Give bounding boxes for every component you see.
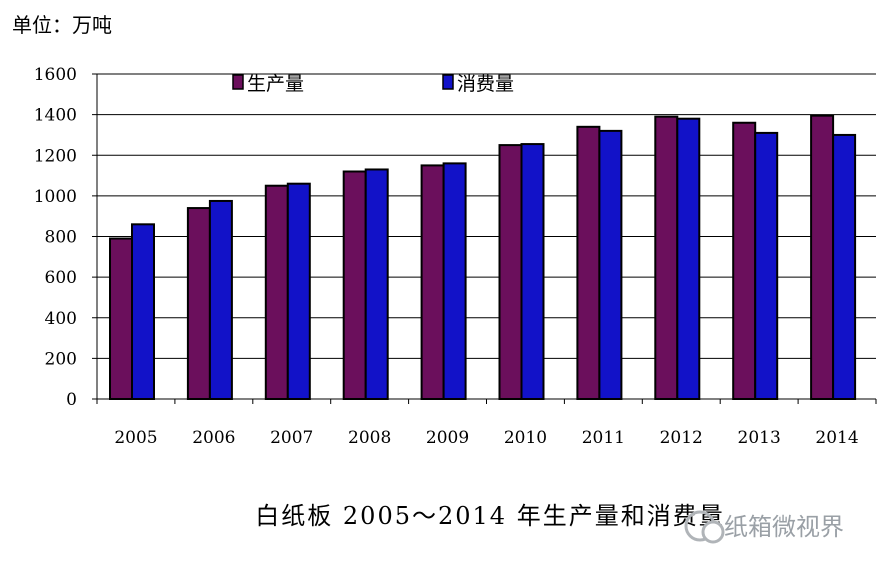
bar-production	[420, 164, 445, 400]
watermark-text: 纸箱微视界	[724, 513, 844, 541]
bar-consumption	[364, 168, 389, 400]
x-tick-label: 2008	[348, 428, 391, 448]
unit-label: 单位：万吨	[12, 13, 112, 37]
bar-production	[732, 121, 757, 400]
bar-production	[498, 144, 523, 400]
bar-production	[186, 207, 211, 400]
bars	[109, 114, 857, 400]
legend: 生产量 消费量	[232, 73, 514, 95]
x-tick-labels: 2005 2006 2007 2008 2009 2010 2011 2012 2013 2014	[114, 428, 858, 448]
y-tick-label: 1200	[34, 146, 77, 166]
legend-swatch-consumption	[442, 74, 454, 90]
x-tick-label: 2005	[114, 428, 157, 448]
axes	[92, 73, 877, 404]
bar-consumption	[598, 129, 623, 400]
bar-consumption	[754, 131, 779, 400]
bar-consumption	[832, 133, 857, 400]
y-tick-label: 1400	[34, 106, 77, 126]
x-tick-label: 2012	[660, 428, 703, 448]
bar-consumption	[442, 162, 467, 400]
y-tick-label: 1000	[34, 187, 77, 207]
x-tick-label: 2014	[815, 428, 858, 448]
y-tick-label: 200	[45, 349, 77, 369]
legend-swatch-production	[232, 74, 244, 90]
y-tick-labels: 0 200 400 600 800 1000 1200 1400 1600	[34, 65, 77, 410]
bar-production	[264, 184, 289, 400]
y-tick-label: 0	[66, 390, 77, 410]
bar-production	[576, 125, 601, 400]
bar-consumption	[131, 223, 155, 400]
legend-label-consumption: 消费量	[457, 73, 514, 95]
x-tick-label: 2006	[192, 428, 235, 448]
bar-consumption	[676, 117, 701, 400]
bar-consumption	[286, 182, 311, 400]
x-tick-label: 2007	[270, 428, 313, 448]
wechat-icon-inner	[701, 520, 725, 544]
bar-production	[654, 115, 679, 400]
x-tick-label: 2010	[504, 428, 547, 448]
x-tick-label: 2013	[738, 428, 781, 448]
bar-production	[109, 237, 133, 400]
y-tick-label: 400	[45, 309, 77, 329]
x-tick-label: 2009	[426, 428, 469, 448]
y-tick-label: 600	[45, 268, 77, 288]
x-tick-label: 2011	[582, 428, 625, 448]
bar-production	[810, 114, 835, 400]
chart-title: 白纸板 2005～2014 年生产量和消费量	[255, 502, 724, 530]
bar-consumption	[520, 143, 545, 400]
y-tick-label: 800	[45, 228, 77, 248]
bar-production	[342, 170, 367, 400]
watermark: 纸箱微视界	[684, 510, 844, 544]
bar-consumption	[208, 199, 233, 400]
y-tick-label: 1600	[34, 65, 77, 85]
legend-label-production: 生产量	[247, 73, 304, 95]
